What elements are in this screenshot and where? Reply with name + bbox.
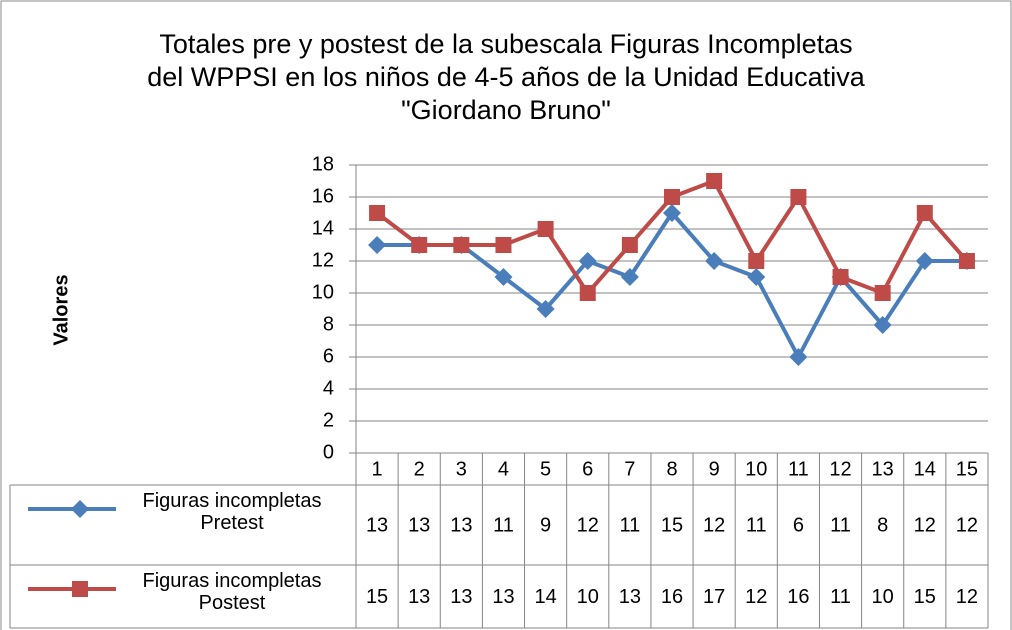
point — [621, 237, 638, 253]
point — [536, 300, 555, 318]
table-value: 11 — [830, 586, 851, 608]
table-value: 8 — [877, 514, 888, 536]
point — [369, 205, 386, 221]
point — [748, 253, 765, 269]
table-value: 13 — [408, 586, 430, 608]
table-value: 14 — [534, 586, 556, 608]
table-value: 11 — [746, 514, 767, 536]
y-tick-label: 8 — [323, 313, 334, 335]
point — [915, 252, 934, 270]
table-value: 13 — [408, 514, 430, 536]
y-tick-label: 2 — [323, 409, 334, 431]
table-value: 10 — [872, 586, 894, 608]
point — [368, 236, 387, 254]
table-value: 11 — [619, 514, 640, 536]
table-value: 15 — [914, 586, 936, 608]
table-value: 12 — [956, 514, 978, 536]
table-value: 11 — [830, 514, 851, 536]
table-value: 15 — [366, 586, 388, 608]
point — [832, 269, 849, 285]
point — [494, 268, 513, 286]
x-tick-label: 3 — [456, 458, 467, 480]
y-tick-label: 16 — [312, 185, 334, 207]
x-tick-label: 9 — [709, 458, 720, 480]
x-tick-label: 8 — [666, 458, 677, 480]
table-value: 13 — [619, 586, 641, 608]
table-value: 12 — [745, 586, 767, 608]
point — [495, 237, 512, 253]
table-value: 6 — [793, 514, 804, 536]
y-tick-label: 4 — [323, 377, 334, 399]
point — [411, 237, 428, 253]
x-tick-label: 6 — [582, 458, 593, 480]
x-tick-label: 2 — [414, 458, 425, 480]
x-tick-label: 4 — [498, 458, 509, 480]
point — [663, 204, 681, 222]
table-value: 12 — [956, 586, 978, 608]
x-tick-label: 12 — [829, 458, 851, 480]
point — [664, 189, 680, 205]
y-axis-label: Valores — [50, 274, 72, 345]
table-value: 12 — [703, 514, 725, 536]
table-value: 13 — [492, 586, 514, 608]
point — [578, 252, 597, 270]
legend-label: Figuras incompletas Postest — [142, 570, 322, 614]
point — [747, 268, 766, 286]
table-value: 9 — [540, 514, 551, 536]
table-value: 11 — [493, 514, 514, 536]
y-tick-label: 14 — [312, 217, 334, 239]
table-value: 12 — [914, 514, 936, 536]
table-value: 13 — [366, 514, 388, 536]
point — [874, 285, 891, 301]
table-value: 15 — [661, 514, 683, 536]
y-tick-label: 6 — [323, 345, 334, 367]
table-value: 16 — [661, 586, 683, 608]
table-value: 10 — [577, 586, 599, 608]
table-value: 17 — [703, 586, 725, 608]
legend-label: Figuras incompletas Pretest — [142, 490, 322, 534]
point — [705, 252, 724, 270]
point — [916, 205, 933, 221]
legend-marker — [72, 581, 88, 597]
x-tick-label: 11 — [788, 458, 809, 480]
table-value: 13 — [450, 586, 472, 608]
x-tick-label: 7 — [624, 458, 635, 480]
x-tick-label: 1 — [372, 458, 383, 480]
x-tick-label: 13 — [872, 458, 894, 480]
point — [789, 348, 808, 366]
point — [790, 189, 807, 205]
point — [706, 173, 723, 189]
y-tick-label: 12 — [312, 249, 334, 271]
x-tick-label: 15 — [956, 458, 978, 480]
table-value: 12 — [577, 514, 599, 536]
table-value: 16 — [787, 586, 809, 608]
table-value: 13 — [450, 514, 472, 536]
y-tick-label: 10 — [312, 281, 334, 303]
chart-title: Totales pre y postest de la subescala Fi… — [147, 29, 865, 125]
x-tick-label: 14 — [914, 458, 936, 480]
point — [958, 253, 975, 269]
point — [537, 221, 554, 237]
y-tick-label: 0 — [323, 441, 334, 463]
x-tick-label: 10 — [745, 458, 767, 480]
point — [620, 268, 639, 286]
y-tick-label: 18 — [312, 153, 334, 175]
x-tick-label: 5 — [540, 458, 551, 480]
point — [579, 285, 596, 301]
point — [453, 237, 470, 253]
point — [873, 316, 892, 334]
legend-marker — [71, 500, 89, 518]
